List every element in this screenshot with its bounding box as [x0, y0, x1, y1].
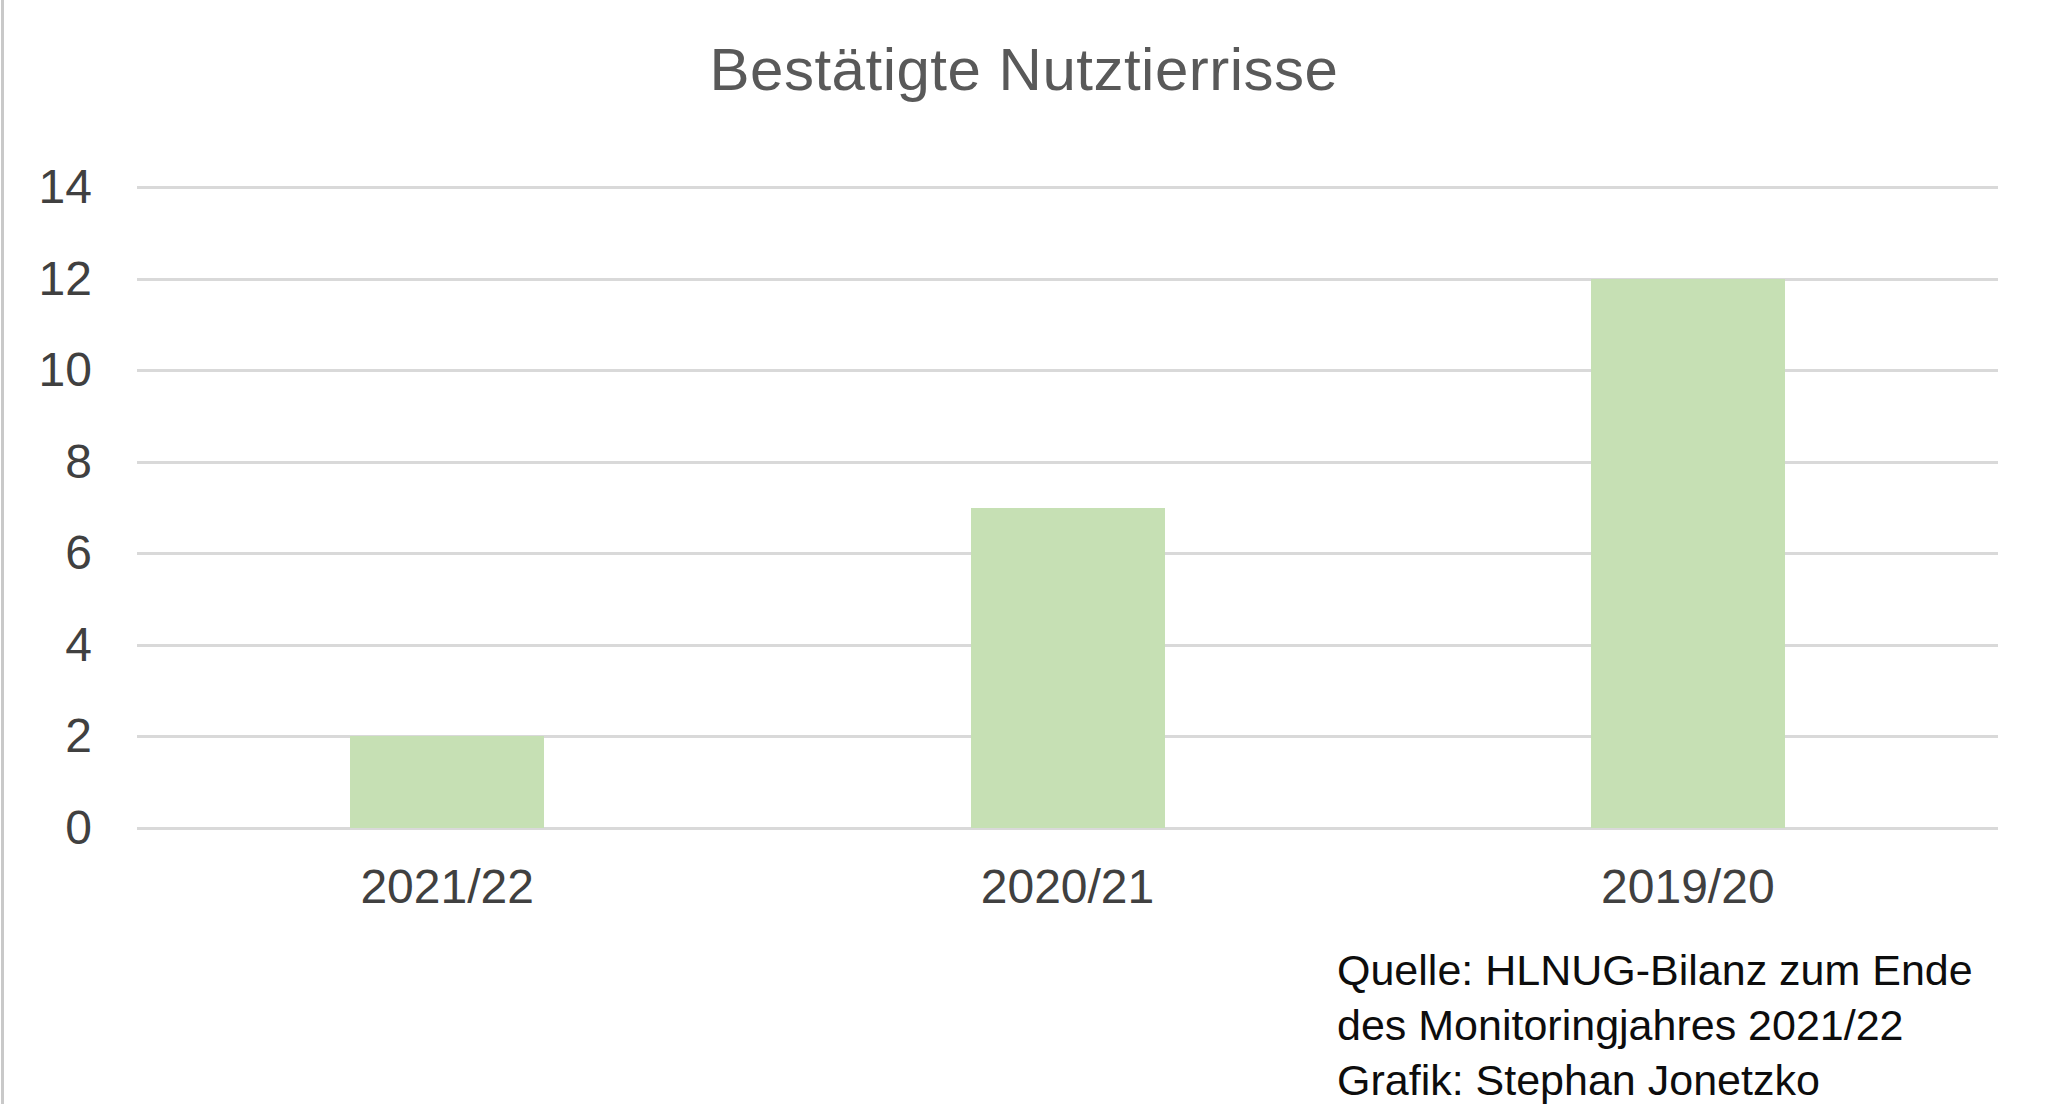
source-line-quelle: Quelle: HLNUG-Bilanz zum Ende: [1337, 943, 1997, 998]
x-tick-label-2019-20: 2019/20: [1488, 863, 1888, 911]
gridline-y-14: [137, 186, 1998, 189]
y-tick-label-10: 10: [0, 346, 92, 394]
source-annotation: Quelle: HLNUG-Bilanz zum Ende des Monito…: [1337, 943, 1997, 1104]
y-tick-label-8: 8: [0, 438, 92, 486]
y-tick-label-12: 12: [0, 255, 92, 303]
y-tick-label-2: 2: [0, 712, 92, 760]
bar-2020-21: [971, 508, 1165, 829]
y-tick-label-4: 4: [0, 621, 92, 669]
x-tick-label-2021-22: 2021/22: [247, 863, 647, 911]
x-tick-label-2020-21: 2020/21: [868, 863, 1268, 911]
chart-figure: Bestätigte Nutztierrisse 0 2 4 6 8 10 12 14 202…: [0, 0, 2048, 1104]
y-tick-label-6: 6: [0, 529, 92, 577]
source-line-monitoringjahr: des Monitoringjahres 2021/22: [1337, 998, 1997, 1053]
y-tick-label-14: 14: [0, 163, 92, 211]
y-tick-label-0: 0: [0, 804, 92, 852]
source-line-grafik: Grafik: Stephan Jonetzko: [1337, 1053, 1997, 1104]
bar-2021-22: [350, 736, 544, 828]
plot-area: [137, 187, 1998, 828]
chart-title: Bestätigte Nutztierrisse: [0, 34, 2048, 106]
bar-2019-20: [1591, 279, 1785, 828]
